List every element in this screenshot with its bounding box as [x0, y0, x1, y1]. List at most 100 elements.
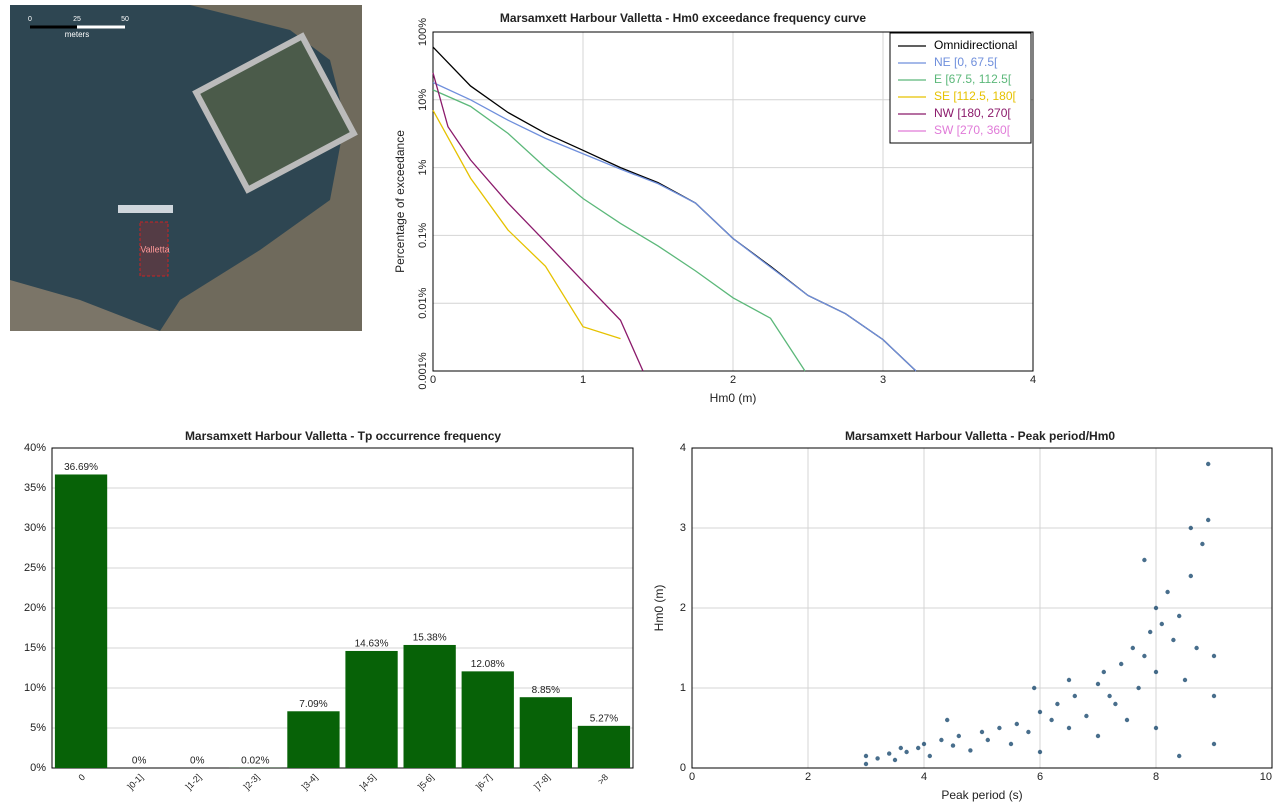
scatter-point: [928, 754, 932, 758]
x-tick-label: 2: [805, 771, 811, 783]
scatter-point: [1177, 614, 1181, 618]
chart-title: Marsamxett Harbour Valletta - Hm0 exceed…: [500, 11, 866, 25]
x-tick-label: 3: [880, 374, 886, 386]
value-label: 12.08%: [471, 659, 505, 670]
scatter-point: [945, 718, 949, 722]
scatter-point: [957, 734, 961, 738]
y-tick-label: 0: [680, 762, 686, 774]
legend-label: SE [112.5, 180[: [934, 89, 1017, 103]
scatter-point: [951, 743, 955, 747]
y-tick-label: 10%: [417, 89, 429, 111]
scatter-point: [1067, 726, 1071, 730]
y-tick-label: 15%: [24, 642, 46, 654]
x-tick-label: 2: [730, 374, 736, 386]
scatter-point: [968, 748, 972, 752]
scatter-point: [1189, 574, 1193, 578]
value-label: 7.09%: [299, 699, 327, 710]
scatter-point: [1032, 686, 1036, 690]
bar: [345, 651, 397, 768]
x-tick-label: 4: [921, 771, 927, 783]
map-boat: [118, 205, 173, 213]
x-tick-label: 6: [1037, 771, 1043, 783]
map-scale-unit: meters: [65, 30, 89, 39]
scatter-point: [899, 746, 903, 750]
legend-label: E [67.5, 112.5[: [934, 72, 1012, 86]
y-tick-label: 1%: [417, 159, 429, 175]
scatter-point: [922, 742, 926, 746]
scatter-point: [1055, 702, 1059, 706]
x-tick-label: ]6-7]: [474, 772, 494, 792]
scatter-point: [904, 750, 908, 754]
scatter-point: [916, 746, 920, 750]
series-line: [433, 73, 643, 371]
x-tick-label: 0: [77, 772, 88, 783]
scatter-point: [1148, 630, 1152, 634]
scatter-point: [1015, 722, 1019, 726]
x-tick-label: ]3-4]: [300, 772, 320, 792]
y-tick-label: 0.001%: [417, 352, 429, 390]
y-tick-label: 3: [680, 522, 686, 534]
y-axis-label: Percentage of exceedance: [393, 130, 407, 273]
x-tick-label: 8: [1153, 771, 1159, 783]
scatter-point: [986, 738, 990, 742]
scatter-point: [1154, 606, 1158, 610]
bar: [287, 711, 339, 768]
value-label: 5.27%: [590, 713, 618, 724]
scatter-point: [875, 756, 879, 760]
bar: [462, 671, 514, 768]
scatter-point: [1084, 714, 1088, 718]
scatter-point: [1131, 646, 1135, 650]
scatter-point: [887, 751, 891, 755]
scatter-point: [1142, 654, 1146, 658]
y-tick-label: 0.1%: [417, 223, 429, 248]
scatter-point: [1212, 742, 1216, 746]
y-tick-label: 1: [680, 682, 686, 694]
x-tick-label: ]1-2]: [184, 772, 204, 792]
bar: [55, 474, 107, 768]
x-tick-label: >8: [596, 772, 610, 786]
x-tick-label: 0: [430, 374, 436, 386]
y-tick-label: 20%: [24, 602, 46, 614]
series-line: [433, 47, 916, 371]
scatter-point: [1165, 590, 1169, 594]
x-tick-label: ]2-3]: [242, 772, 262, 792]
bar: [520, 697, 572, 768]
x-tick-label: 1: [580, 374, 586, 386]
scatter-point: [1119, 662, 1123, 666]
scatter-point: [1113, 702, 1117, 706]
legend-label: NW [180, 270[: [934, 106, 1011, 120]
scatter-point: [1107, 694, 1111, 698]
value-label: 8.85%: [532, 685, 560, 696]
scatter-point: [1160, 622, 1164, 626]
legend-label: NE [0, 67.5[: [934, 55, 998, 69]
value-label: 0%: [190, 756, 205, 767]
scatter-point: [1142, 558, 1146, 562]
scatter-point: [1212, 694, 1216, 698]
scatter-point: [1136, 686, 1140, 690]
scatter-point: [1189, 526, 1193, 530]
scatter-point: [1200, 542, 1204, 546]
scatter-point: [1125, 718, 1129, 722]
value-label: 0.02%: [241, 755, 269, 766]
scatter-point: [1212, 654, 1216, 658]
dashboard: Valletta 0 25 50 meters Marsamxett Harbo…: [0, 0, 1276, 807]
value-label: 36.69%: [64, 462, 98, 473]
scatter-point: [980, 730, 984, 734]
legend-label: SW [270, 360[: [934, 123, 1011, 137]
y-axis-label: Hm0 (m): [652, 585, 666, 632]
scatter-point: [1026, 730, 1030, 734]
scatter-point: [1009, 742, 1013, 746]
scatter-point: [1096, 682, 1100, 686]
scatter-point: [997, 726, 1001, 730]
aerial-map: Valletta 0 25 50 meters: [10, 5, 362, 331]
series-line: [433, 90, 805, 371]
map-scale-tick: 0: [28, 16, 32, 23]
scatter-point: [1171, 638, 1175, 642]
x-tick-label: 10: [1260, 771, 1272, 783]
y-tick-label: 40%: [24, 442, 46, 454]
series-line: [433, 110, 621, 338]
value-label: 15.38%: [413, 633, 447, 644]
scatter-point: [1206, 462, 1210, 466]
scatter-point: [1038, 710, 1042, 714]
bar: [404, 645, 456, 768]
